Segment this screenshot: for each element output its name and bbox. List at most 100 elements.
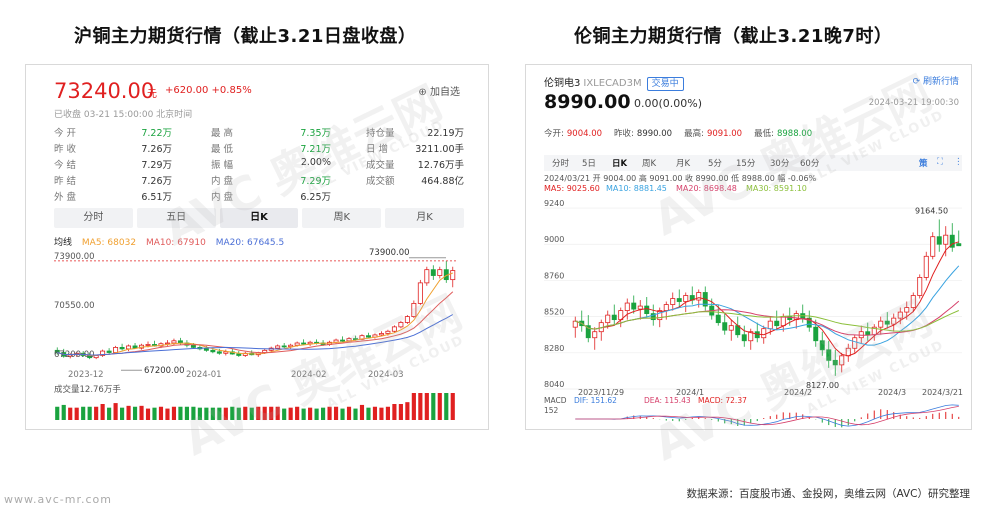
shfe-candle-body [106, 350, 112, 353]
lme-candle-body [585, 325, 591, 339]
lme-candle-body [917, 277, 923, 296]
lme-candle-body [696, 292, 702, 301]
lme-candle-body [592, 331, 598, 339]
quote-k3: 持仓量 [366, 128, 395, 139]
shfe-candle-body [126, 345, 132, 350]
lme-candle-body [657, 310, 663, 321]
lme-low-annotation: 8127.00 [806, 381, 839, 390]
tab-monthly-k[interactable]: 月K [385, 208, 464, 228]
shfe-candle-body [171, 340, 177, 344]
volume-bar [256, 406, 261, 420]
quote-k3: 成交额 [366, 176, 395, 187]
lme-candle [865, 322, 871, 341]
lme-tab-7[interactable]: 30分 [770, 159, 790, 169]
quote-k2: 最 高 [211, 128, 234, 139]
volume-bar [94, 406, 99, 420]
volume-bar [366, 407, 371, 420]
lme-candle [592, 327, 598, 350]
shfe-candle-body [424, 269, 430, 284]
lme-tab-6[interactable]: 15分 [736, 159, 756, 169]
quote-k1: 昨 结 [54, 176, 77, 187]
lme-candle-body [936, 236, 942, 245]
quote-k1: 昨 收 [54, 144, 77, 155]
lme-y-tick-label: 9000 [544, 235, 564, 244]
shfe-candle-body [288, 344, 294, 348]
fullscreen-icon[interactable]: ⛶ [937, 157, 943, 167]
ma10-label: MA10: 67910 [145, 238, 206, 248]
lme-candle-body [780, 316, 786, 327]
lme-candle-body [930, 236, 936, 257]
lme-candle [956, 230, 962, 247]
shfe-candle [236, 351, 242, 357]
lme-x-tick-label: 2023/11/29 [578, 388, 624, 397]
volume-bar [418, 393, 423, 420]
lme-quote-key: 今开: [544, 129, 564, 139]
lme-candles [572, 219, 962, 376]
add-watchlist-button[interactable]: ⊕ 加自选 [418, 83, 460, 98]
lme-quote-key: 最高: [684, 129, 704, 139]
lme-tab-0[interactable]: 分时 [552, 159, 570, 169]
lme-tab-1[interactable]: 5日 [582, 159, 596, 169]
lme-candle [943, 226, 949, 257]
volume-bar [372, 406, 378, 420]
lme-candle [644, 297, 650, 317]
lme-tab-8[interactable]: 60分 [800, 159, 820, 169]
shfe-candle [223, 349, 229, 356]
shfe-candle-body [365, 335, 371, 338]
shfe-candle-body [210, 349, 216, 353]
lme-candle-body [637, 305, 643, 310]
strategy-button[interactable]: 策 [919, 159, 928, 169]
volume-bar [152, 407, 157, 420]
shfe-candle [417, 279, 423, 305]
lme-quote-key: 昨收: [614, 129, 634, 139]
ma10-line [57, 291, 454, 356]
volume-bar [210, 407, 215, 420]
tab-five-day[interactable]: 五日 [136, 208, 216, 228]
ma20-label: MA20: 67645.5 [215, 238, 285, 248]
shfe-candle-body [437, 269, 443, 276]
lme-tab-3[interactable]: 周K [642, 159, 657, 169]
volume-bar [359, 404, 365, 420]
quote-v1: 6.51万 [141, 192, 172, 203]
ma5-label: MA5: 68032 [81, 238, 137, 248]
shfe-candle [340, 336, 346, 343]
lme-tab-5[interactable]: 5分 [708, 159, 722, 169]
quote-k3: 成交量 [366, 160, 395, 171]
shfe-candle [450, 266, 456, 288]
quote-k1: 今 结 [54, 160, 77, 171]
lme-candle-body [845, 347, 851, 357]
shfe-candle-body [430, 269, 436, 276]
shfe-candle [443, 260, 449, 283]
quote-v2: 7.29万 [300, 176, 331, 187]
y-tick-label: 67200.00 [54, 350, 95, 360]
shfe-candle [249, 350, 255, 356]
volume-bar [87, 406, 92, 420]
tab-daily-k[interactable]: 日K [219, 208, 299, 228]
lme-ma30-label: MA30: 8591.10 [746, 184, 807, 193]
period-tabs: 分时 五日 日K 周K 月K [54, 208, 464, 228]
refresh-button[interactable]: ⟳ 刷新行情 [913, 74, 959, 87]
lme-quote-row: 今开: 9004.00 昨收: 8990.00 最高: 9091.00 最低: 8988.00 [544, 127, 824, 139]
macd-value-label: MACD: 72.37 [698, 396, 747, 405]
lme-candle [930, 232, 936, 260]
quote-k2: 内 盘 [211, 176, 234, 187]
shfe-candle-body [216, 351, 222, 354]
lme-candle [917, 274, 923, 299]
lme-tab-4[interactable]: 月K [676, 159, 691, 169]
lme-candle [806, 310, 812, 332]
shfe-candle-body [450, 270, 456, 281]
tab-intraday[interactable]: 分时 [54, 208, 133, 228]
lme-candle [936, 219, 942, 252]
lme-quote-value: 8988.00 [776, 129, 813, 139]
lme-tab-2[interactable]: 日K [612, 159, 628, 169]
ohlc-info-line: 2024/03/21 开 9004.00 高 9091.00 收 8990.00… [544, 173, 817, 183]
volume-bar [275, 406, 280, 420]
lme-candle [839, 352, 845, 373]
lme-candle [897, 307, 903, 325]
lme-price-change: 0.00(0.00%) [634, 97, 703, 110]
lme-candle-body [611, 314, 617, 321]
more-icon[interactable]: ⋮ [954, 157, 963, 167]
tab-weekly-k[interactable]: 周K [302, 208, 382, 228]
shfe-candle-body [119, 346, 125, 350]
